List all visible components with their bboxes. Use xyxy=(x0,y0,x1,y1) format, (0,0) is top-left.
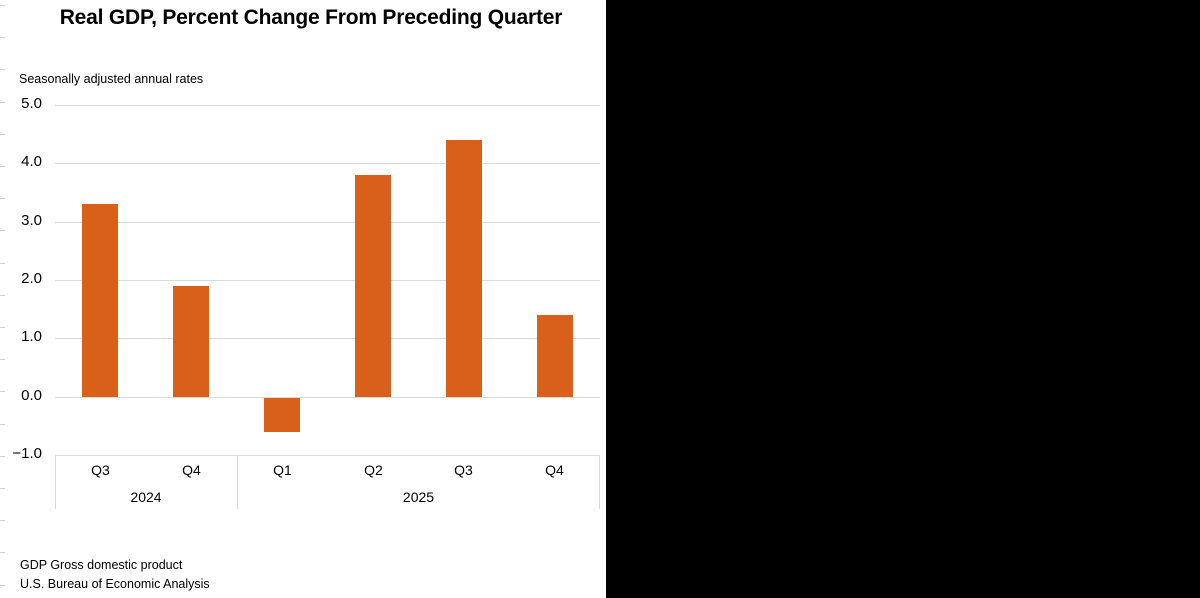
edge-tick-mark xyxy=(0,552,5,553)
edge-tick-mark xyxy=(0,263,5,264)
edge-tick-mark xyxy=(0,230,5,231)
gridline xyxy=(55,105,600,106)
footnote-source: U.S. Bureau of Economic Analysis xyxy=(20,577,210,591)
edge-tick-mark xyxy=(0,585,5,586)
x-year-label: 2024 xyxy=(130,489,162,505)
x-year-label: 2025 xyxy=(402,489,435,505)
x-axis-separator xyxy=(237,455,238,509)
edge-tick-mark xyxy=(0,327,5,328)
gridline xyxy=(55,338,600,339)
y-tick-label: 4.0 xyxy=(21,153,42,170)
y-tick-label: 5.0 xyxy=(21,95,42,112)
gridline xyxy=(55,280,600,281)
bar-2024-q4 xyxy=(173,286,209,397)
y-tick-label: 1.0 xyxy=(21,328,42,345)
edge-tick-mark xyxy=(0,102,5,103)
x-category-label: Q3 xyxy=(91,462,110,478)
gridline xyxy=(55,163,600,164)
x-category-label: Q4 xyxy=(182,462,201,478)
edge-tick-mark xyxy=(0,391,5,392)
edge-tick-mark xyxy=(0,359,5,360)
edge-tick-mark xyxy=(0,520,5,521)
edge-tick-mark xyxy=(0,37,5,38)
bar-2024-q3 xyxy=(82,204,118,397)
y-tick-label: −1.0 xyxy=(12,445,42,462)
edge-tick-mark xyxy=(0,488,5,489)
y-tick-label: 2.0 xyxy=(21,270,42,287)
chart-title: Real GDP, Percent Change From Preceding … xyxy=(59,6,563,29)
edge-tick-mark xyxy=(0,5,5,6)
x-category-label: Q3 xyxy=(454,462,473,478)
bar-2025-q1 xyxy=(264,398,300,432)
x-category-label: Q4 xyxy=(545,462,564,478)
edge-tick-mark xyxy=(0,295,5,296)
edge-tick-mark xyxy=(0,456,5,457)
edge-tick-mark xyxy=(0,198,5,199)
edge-tick-mark xyxy=(0,134,5,135)
gridline xyxy=(55,455,600,456)
bar-2025-q4 xyxy=(537,315,573,397)
chart-subtitle: Seasonally adjusted annual rates xyxy=(19,72,204,86)
edge-tick-mark xyxy=(0,166,5,167)
x-category-label: Q1 xyxy=(273,462,292,478)
edge-tick-mark xyxy=(0,69,5,70)
footnote-abbreviation: GDP Gross domestic product xyxy=(20,558,183,572)
x-axis-separator xyxy=(55,455,56,509)
y-tick-label: 0.0 xyxy=(21,387,42,404)
gridline xyxy=(55,222,600,223)
y-tick-label: 3.0 xyxy=(21,212,42,229)
gridline xyxy=(55,397,600,398)
x-category-label: Q2 xyxy=(364,462,383,478)
bar-2025-q2 xyxy=(355,175,391,397)
chart-panel: Real GDP, Percent Change From Preceding … xyxy=(0,0,606,598)
bar-2025-q3 xyxy=(446,140,482,397)
x-axis-separator xyxy=(599,455,600,509)
edge-tick-mark xyxy=(0,424,5,425)
